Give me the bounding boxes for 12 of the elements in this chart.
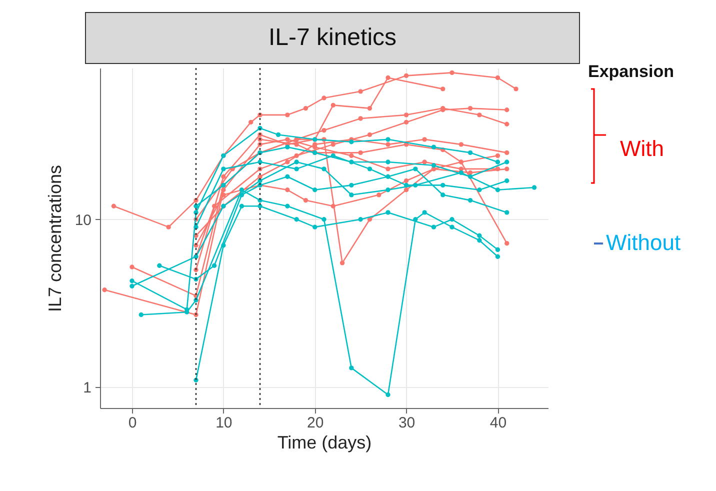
x-axis-title: Time (days) [277,432,372,452]
x-tick-label: 30 [398,414,416,432]
text: Expansion [588,62,674,82]
y-axis-title: IL7 concentrations [44,164,65,312]
x-tick-label: 10 [216,414,232,432]
y-tick-label: 1 [83,380,92,397]
chart-title: IL-7 kinetics [85,12,580,64]
x-tick-label: 0 [128,414,137,432]
x-tick-label: 40 [490,414,507,432]
text: With [620,136,664,162]
text: Without [606,230,681,256]
x-tick-label: 20 [307,414,324,432]
